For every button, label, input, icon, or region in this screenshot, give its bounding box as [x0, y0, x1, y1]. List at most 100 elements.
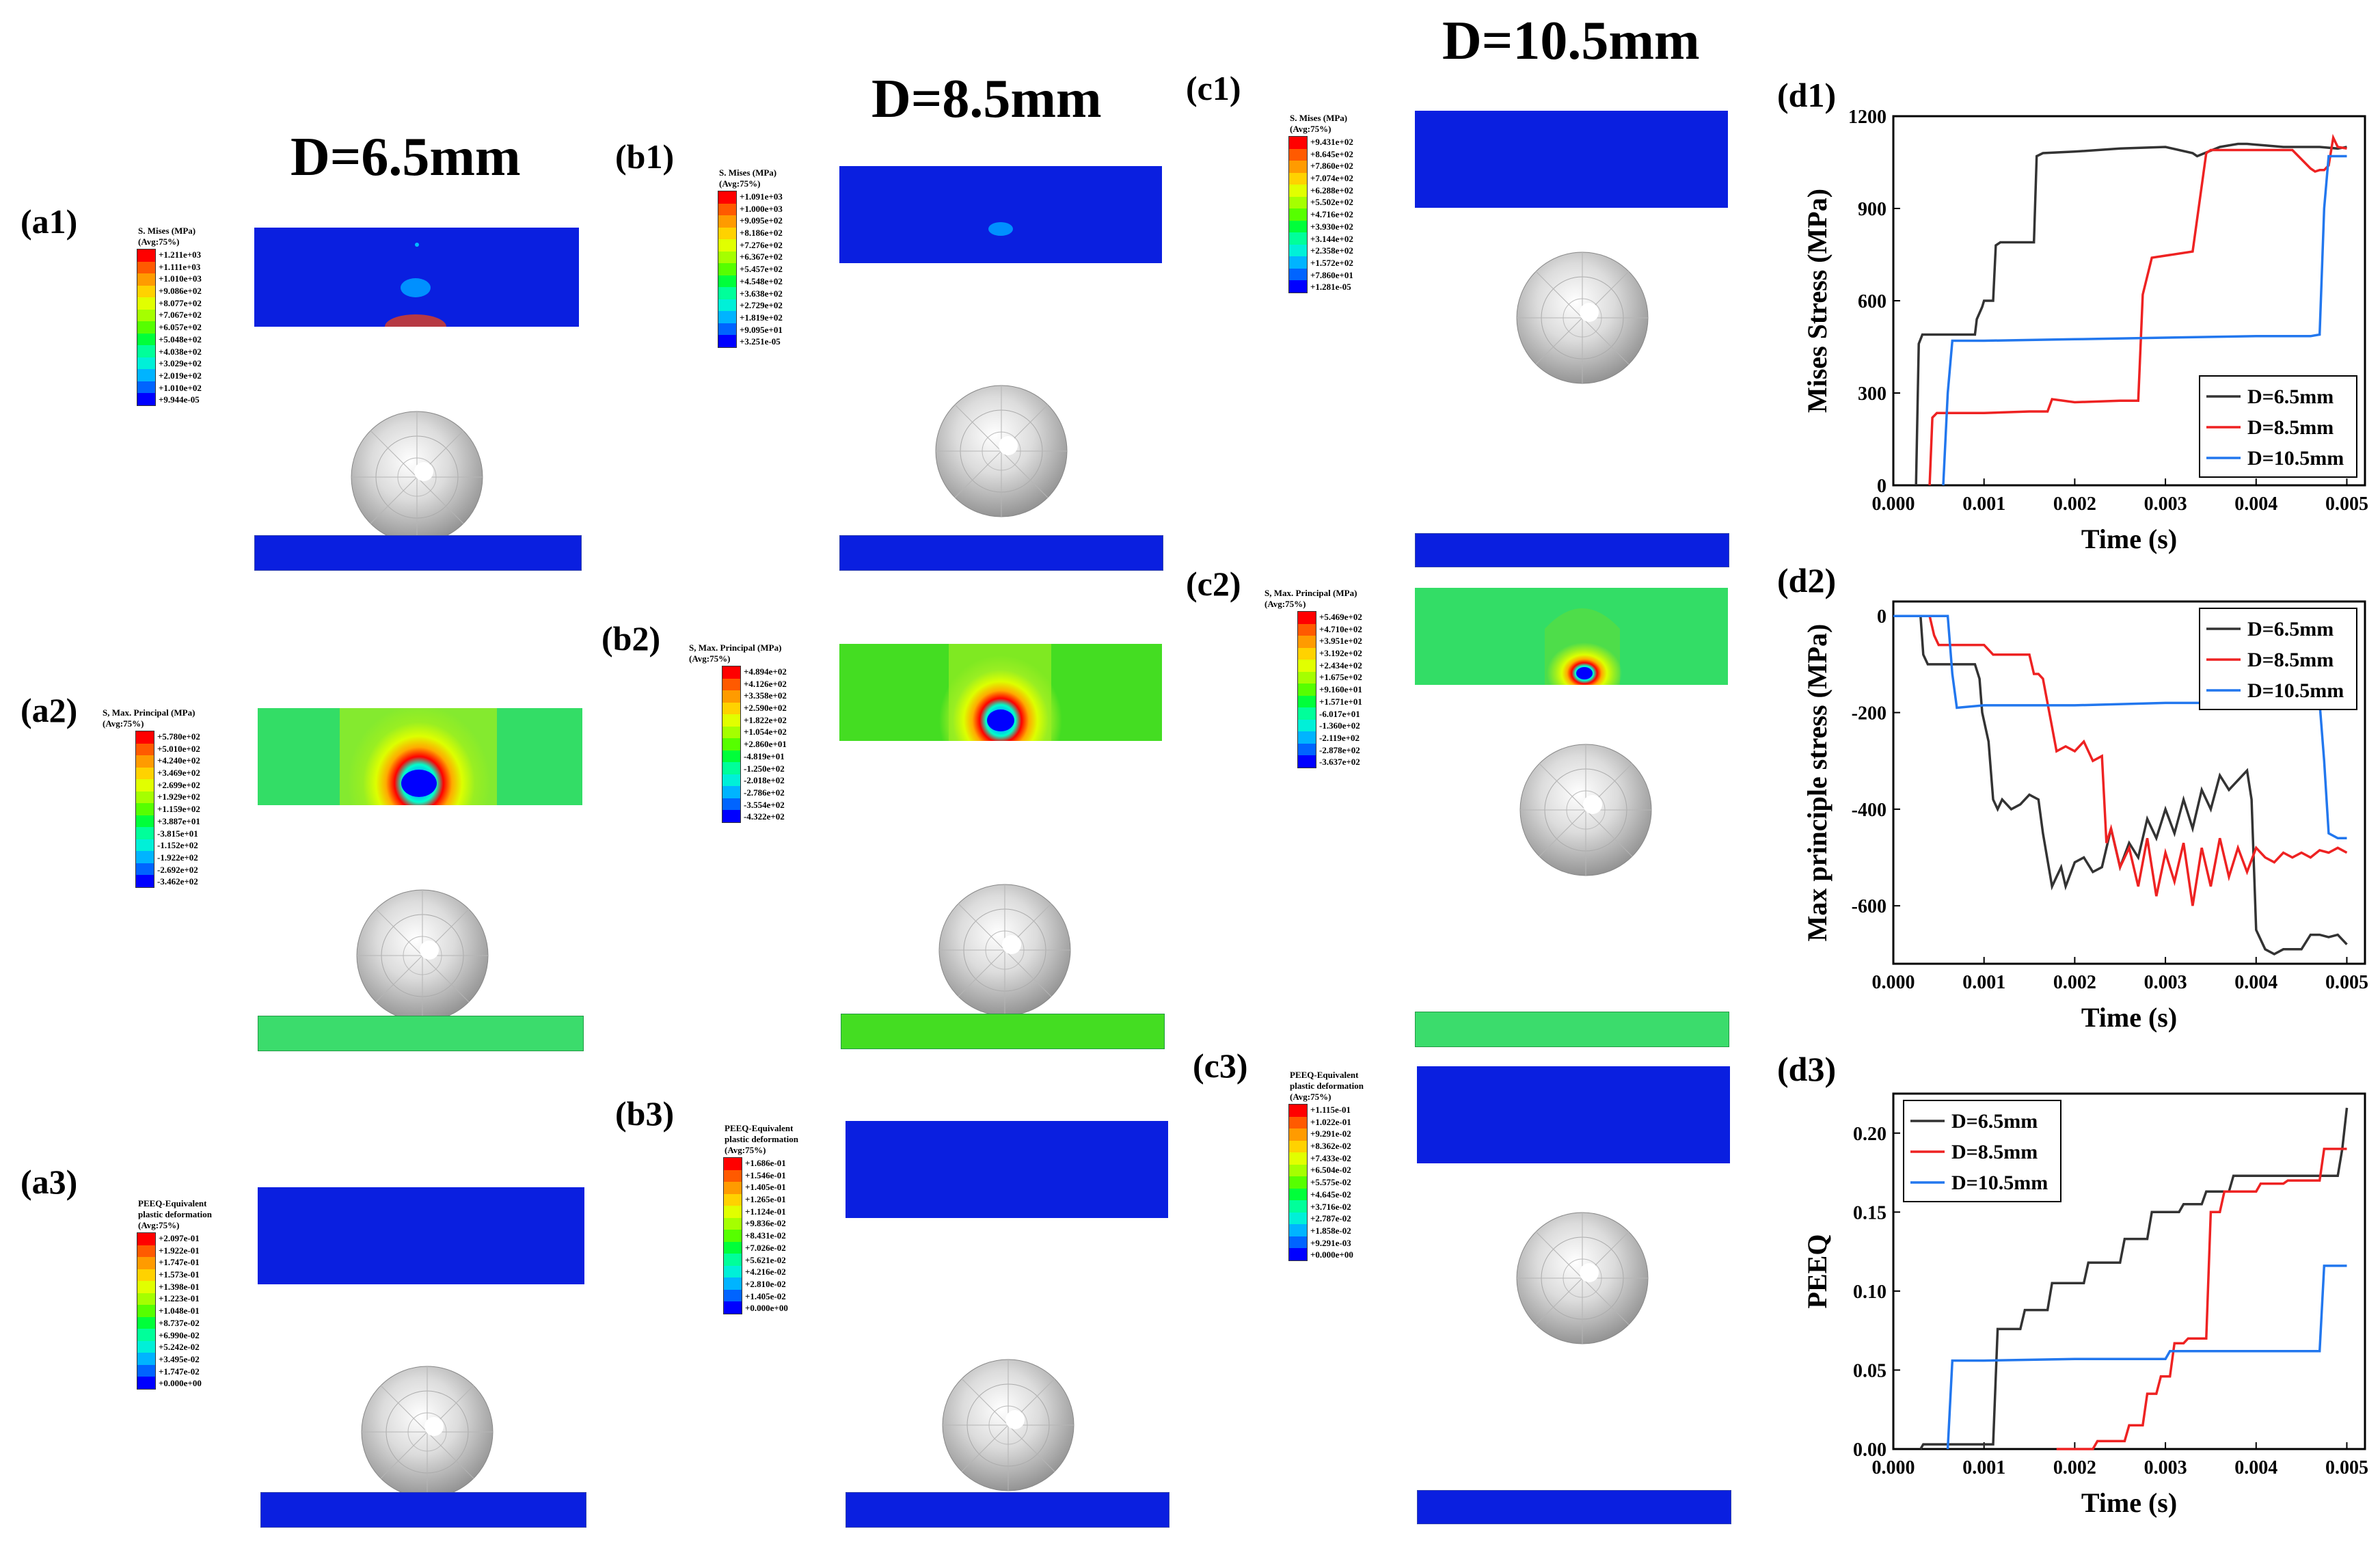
- legend-swatch: [724, 1265, 742, 1278]
- legend-value: +3.716e-02: [1310, 1201, 1351, 1212]
- legend-value: +2.358e+02: [1310, 245, 1353, 256]
- legend-value: +9.160e+01: [1319, 684, 1362, 695]
- legend-swatch: [137, 1305, 155, 1317]
- legend-value: +5.457e+02: [740, 264, 783, 275]
- legend-swatch: [136, 815, 154, 828]
- legend-swatch: [718, 191, 736, 204]
- y-tick-label: 600: [1858, 291, 1887, 312]
- legend-value: +2.860e+01: [744, 739, 787, 750]
- panel-label-b2: (b2): [601, 619, 661, 658]
- legend-value: +3.638e+02: [740, 288, 783, 299]
- legend-swatch: [137, 1329, 155, 1341]
- legend-title-a3: PEEQ-Equivalent plastic deformation (Avg:7…: [138, 1198, 212, 1231]
- chart-d2: 0.000 0.001 0.002 0.003 0.004 0.005 -600 -400 -2…: [1802, 600, 2368, 1033]
- legend-title-line: (Avg:75%): [103, 718, 144, 729]
- legend-value: -3.462e+02: [157, 876, 198, 887]
- legend-value: +9.836e-02: [745, 1218, 786, 1229]
- legend-swatch: [137, 249, 155, 262]
- legend-value: +1.091e+03: [740, 191, 783, 202]
- legend-value: +0.000e+00: [745, 1303, 788, 1314]
- legend-value: +4.216e-02: [745, 1267, 786, 1277]
- ball-b1: [935, 385, 1068, 517]
- legend-value: +1.405e-02: [745, 1290, 786, 1301]
- legend-entry: D=10.5mm: [1951, 1172, 2048, 1194]
- x-tick-label: 0.002: [2053, 493, 2096, 515]
- legend-swatch: [136, 779, 154, 792]
- panel-label-c1: (c1): [1186, 69, 1241, 107]
- legend-entry: D=6.5mm: [2247, 618, 2334, 640]
- legend-value: +5.502e+02: [1310, 197, 1353, 208]
- x-tick-label: 0.001: [1962, 1457, 2005, 1478]
- legend-title-line: S. Mises (MPa): [719, 167, 777, 178]
- legend-value: +1.747e-01: [159, 1257, 200, 1268]
- legend-swatch: [718, 287, 736, 299]
- x-tick-label: 0.004: [2234, 972, 2277, 993]
- legend-swatch: [137, 1293, 155, 1306]
- legend-title-c2: S, Max. Principal (MPa) (Avg:75%): [1265, 588, 1362, 610]
- contour-plate-b3: [846, 1121, 1168, 1218]
- legend-swatch: [136, 839, 154, 852]
- legend-title-line: (Avg:75%): [1290, 1092, 1331, 1102]
- legend-swatch: [1289, 1188, 1307, 1201]
- legend-swatch: [724, 1169, 742, 1182]
- legend-value: +1.929e+02: [157, 792, 200, 802]
- series-line-0: [1915, 142, 2347, 486]
- legend-title-b2: S, Max. Principal (MPa) (Avg:75%): [689, 642, 787, 664]
- legend-swatch: [1289, 161, 1307, 173]
- legend-value: +1.747e-02: [159, 1366, 200, 1377]
- legend-value: -2.786e+02: [744, 787, 785, 798]
- legend-value: +1.010e+03: [159, 273, 202, 284]
- legend-swatch: [724, 1217, 742, 1230]
- legend-title-b1: S. Mises (MPa) (Avg:75%): [719, 167, 783, 189]
- base-plate-c1: [1415, 533, 1729, 567]
- ball-a1: [351, 411, 483, 543]
- legend-title-line: S. Mises (MPa): [138, 226, 196, 236]
- legend-value: +6.504e-02: [1310, 1165, 1351, 1176]
- color-legend-c3: PEEQ-Equivalent plastic deformation (Avg:7…: [1288, 1070, 1364, 1261]
- ball-c2: [1519, 744, 1652, 876]
- legend-value: +4.710e+02: [1319, 623, 1362, 634]
- legend-value: +4.716e+02: [1310, 209, 1353, 220]
- base-plate-b1: [839, 535, 1163, 571]
- legend-title-line: plastic deformation: [725, 1134, 798, 1144]
- base-plate-c3: [1417, 1490, 1731, 1524]
- x-tick-label: 0.003: [2144, 493, 2187, 515]
- x-tick-label: 0.001: [1962, 972, 2005, 993]
- legend-value: +6.057e+02: [159, 322, 202, 333]
- series-line-0: [1919, 1107, 2349, 1450]
- contour-plate-a2: [258, 708, 582, 805]
- legend-swatch: [722, 738, 740, 750]
- legend-entry: D=8.5mm: [2247, 649, 2334, 671]
- legend-value: +9.095e+02: [740, 215, 783, 226]
- color-legend-b2: S, Max. Principal (MPa) (Avg:75%) +4.894e…: [688, 642, 787, 823]
- legend-swatch: [1289, 185, 1307, 197]
- y-tick-label: 900: [1858, 199, 1887, 220]
- contour-plate-b2: [839, 644, 1162, 741]
- x-tick-label: 0.000: [1872, 1457, 1915, 1478]
- legend-swatch: [136, 731, 154, 744]
- legend-swatch: [1298, 612, 1316, 624]
- column-title-a: D=6.5mm: [290, 127, 521, 187]
- legend-value: -1.360e+02: [1319, 720, 1360, 731]
- ball-a2: [356, 889, 489, 1022]
- legend-value: +2.019e+02: [159, 370, 202, 381]
- legend-value: -6.017e+01: [1319, 708, 1360, 719]
- legend-title-line: (Avg:75%): [1265, 599, 1306, 609]
- legend-value: +9.291e-02: [1310, 1128, 1351, 1139]
- legend-swatch: [136, 863, 154, 876]
- ball-c1: [1516, 252, 1649, 384]
- legend-value: +8.186e+02: [740, 228, 783, 239]
- legend-value: -1.250e+02: [744, 763, 785, 774]
- y-tick-label: 1200: [1848, 107, 1887, 128]
- panel-label-a3: (a3): [21, 1163, 78, 1201]
- legend-value: +1.571e+01: [1319, 696, 1362, 707]
- color-legend-c1: S. Mises (MPa) (Avg:75%) +9.431e+02 +8.645…: [1288, 113, 1353, 293]
- legend-swatch: [718, 263, 736, 275]
- x-tick-label: 0.000: [1872, 972, 1915, 993]
- legend-value: +1.675e+02: [1319, 672, 1362, 683]
- legend-value: +3.887e+01: [157, 815, 200, 826]
- legend-swatch: [1289, 268, 1307, 281]
- color-legend-b1: S. Mises (MPa) (Avg:75%) +1.091e+03 +1.000…: [718, 167, 783, 348]
- legend-title-c1: S. Mises (MPa) (Avg:75%): [1290, 113, 1353, 135]
- legend-value: +9.095e+01: [740, 324, 783, 335]
